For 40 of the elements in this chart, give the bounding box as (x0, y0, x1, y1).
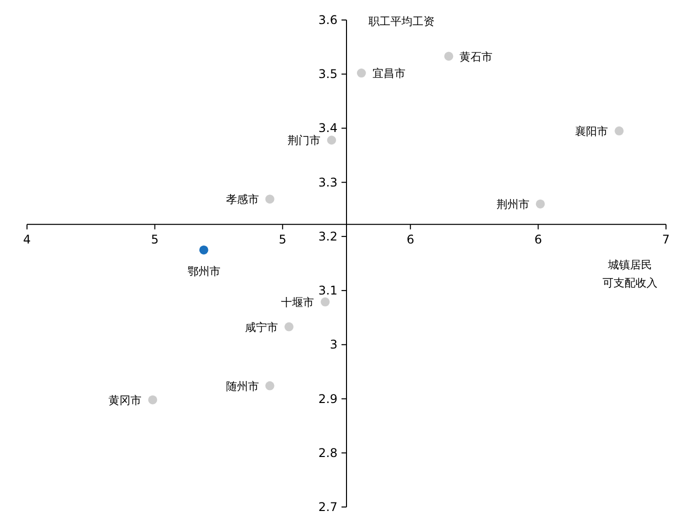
x-tick-label: 6 (406, 232, 414, 246)
point (327, 136, 336, 145)
annotation: 咸宁市 (244, 320, 278, 334)
y-tick-label: 3.2 (318, 229, 338, 244)
annotation: 宜昌市 (372, 67, 406, 80)
point (614, 126, 624, 136)
point (356, 68, 366, 78)
annotation: 随州市 (226, 380, 259, 393)
annotation: 黄冈市 (108, 394, 142, 407)
annotation: 荆州市 (496, 198, 530, 211)
y-tick-label: 3.3 (318, 175, 338, 190)
annotation: 十堰市 (281, 296, 314, 309)
annotation: 荆门市 (288, 134, 321, 148)
annotation: 孝感市 (226, 193, 259, 206)
annotation: 黄石市 (460, 50, 493, 64)
y-tick-label: 3.1 (318, 284, 338, 298)
x-tick-label: 5 (150, 232, 159, 246)
point (265, 194, 274, 204)
annotation: 鄂州市 (187, 264, 220, 278)
point (536, 199, 545, 208)
x-tick-label: 7 (662, 232, 670, 246)
point (284, 322, 294, 332)
y-tick-label: 3 (330, 338, 338, 352)
point (444, 52, 454, 61)
x-tick-label: 4 (23, 232, 31, 246)
y-tick-label: 2.7 (318, 500, 338, 514)
y-tick-label: 2.9 (318, 392, 338, 406)
y-tick-label: 3.6 (318, 13, 338, 27)
point (265, 381, 274, 390)
annotation: 襄阳市 (575, 124, 608, 138)
point (320, 297, 330, 306)
y-tick-label: 2.8 (318, 446, 338, 460)
point (148, 395, 158, 404)
y-tick-label: 3.5 (318, 67, 338, 82)
x-axis-title: 城镇居民可支配收入 (602, 258, 658, 290)
x-tick-label: 6 (534, 232, 542, 246)
y-tick-label: 3.4 (318, 121, 338, 136)
x-tick-label: 5 (278, 232, 286, 246)
point (199, 245, 208, 254)
y-axis-title: 职工平均工资 (368, 15, 434, 28)
